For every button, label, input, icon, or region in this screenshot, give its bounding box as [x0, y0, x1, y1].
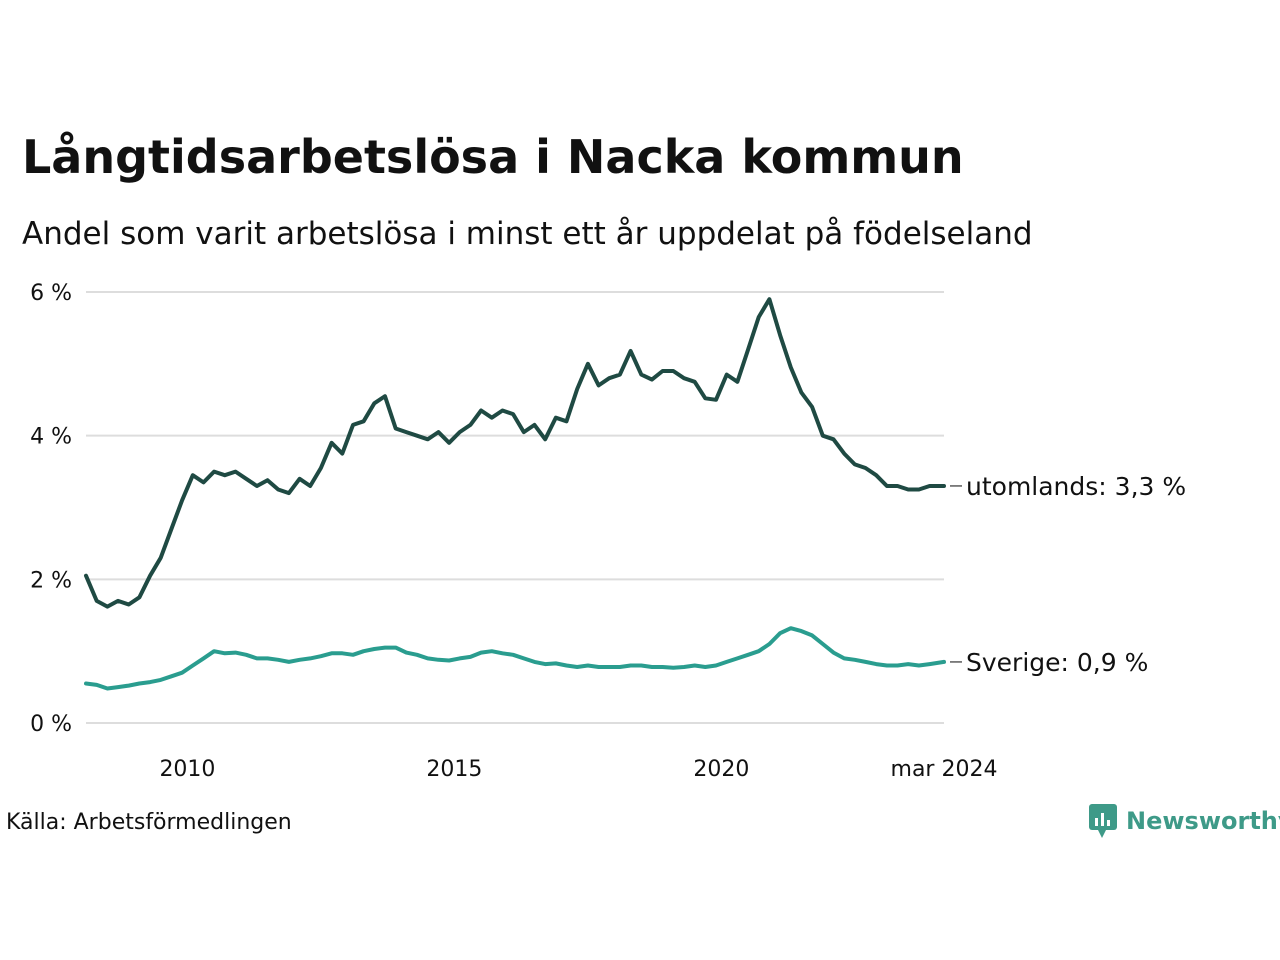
y-tick-label: 6 %: [30, 281, 72, 306]
series-line-utomlands: [84, 297, 946, 609]
y-axis-ticks: 0 % 2 % 4 % 6 %: [30, 281, 72, 737]
y-tick-label: 0 %: [30, 712, 72, 737]
x-tick-label: 2015: [426, 757, 482, 782]
x-axis-ticks: 2010 2015 2020 mar 2024: [159, 757, 997, 782]
newsworthy-logo[interactable]: Newsworthy: [1088, 803, 1280, 839]
chart-title: Långtidsarbetslösa i Nacka kommun: [22, 130, 964, 184]
series-line-sverige: [84, 626, 946, 691]
y-tick-label: 2 %: [30, 568, 72, 593]
source-note: Källa: Arbetsförmedlingen: [6, 810, 292, 835]
x-tick-label: 2010: [159, 757, 215, 782]
y-tick-label: 4 %: [30, 425, 72, 450]
grid: [86, 291, 944, 724]
newsworthy-logo-icon: [1089, 804, 1117, 838]
chart-subtitle: Andel som varit arbetslösa i minst ett å…: [22, 216, 1033, 252]
series-labels: utomlands: 3,3 % Sverige: 0,9 %: [950, 472, 1186, 677]
x-tick-label: mar 2024: [891, 757, 998, 782]
series-label-utomlands: utomlands: 3,3 %: [966, 472, 1186, 501]
brand-name: Newsworthy: [1126, 807, 1280, 835]
x-tick-label: 2020: [693, 757, 749, 782]
series: [84, 297, 946, 691]
series-label-sverige: Sverige: 0,9 %: [966, 648, 1148, 677]
